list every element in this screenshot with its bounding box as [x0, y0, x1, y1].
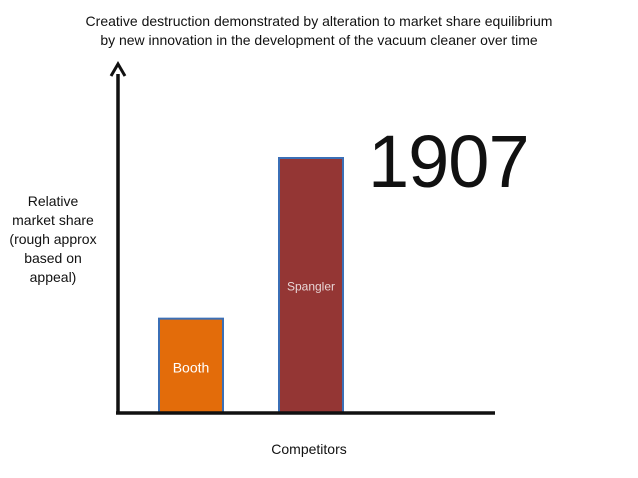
y-axis-label: Relative market share (rough approx base…	[9, 193, 97, 285]
y-axis-arrowhead	[109, 61, 127, 77]
x-axis-label: Competitors	[271, 441, 347, 457]
bar-label-booth: Booth	[173, 360, 210, 376]
chart-title: Creative destruction demonstrated by alt…	[85, 13, 553, 48]
year-annotation: 1907	[368, 120, 530, 203]
bar-booth	[158, 317, 224, 414]
bar-group: Booth Spangler	[158, 157, 344, 414]
axes-group	[109, 61, 495, 415]
bar-label-spangler: Spangler	[287, 280, 335, 294]
